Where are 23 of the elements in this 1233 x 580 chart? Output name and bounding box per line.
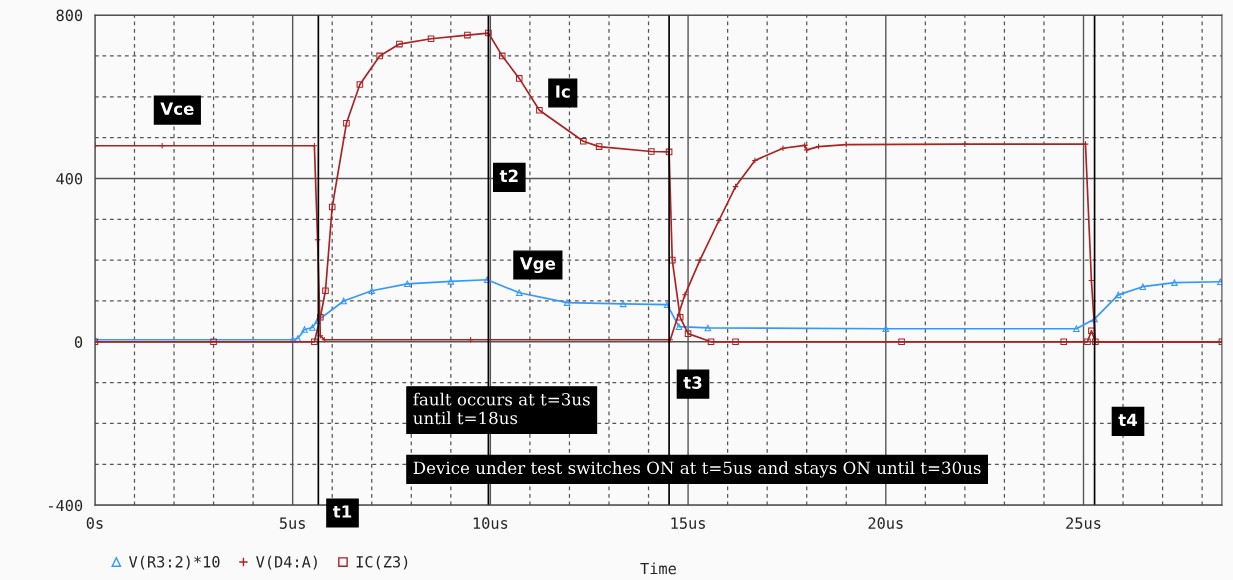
legend-label: V(D4:A) xyxy=(256,555,317,570)
legend-label: V(R3:2)*10 xyxy=(128,555,220,570)
y-tick-label: 400 xyxy=(56,172,83,185)
y-tick-label: 0 xyxy=(74,336,83,348)
annotation: fault occurs at t=3us until t=18us xyxy=(413,392,590,425)
legend-label: IC(Z3) xyxy=(356,555,408,570)
annotation: Ic xyxy=(556,85,570,98)
x-tick-label: 5us xyxy=(279,517,305,529)
x-tick-label: 15us xyxy=(671,517,705,529)
x-axis-title: Time xyxy=(640,562,676,575)
annotation: t3 xyxy=(683,376,702,389)
annotation: Vce xyxy=(160,102,194,115)
x-tick-label: 0s xyxy=(86,517,103,529)
annotation: Device under test switches ON at t=5us and stays ON until t=30us xyxy=(413,461,981,478)
y-tick-label: 800 xyxy=(56,9,83,22)
y-tick-label: -400 xyxy=(49,499,83,512)
annotation: t4 xyxy=(1118,413,1138,426)
x-tick-label: 10us xyxy=(473,517,508,529)
x-tick-label: 25us xyxy=(1066,517,1101,529)
text: t1 xyxy=(332,505,352,518)
annotation: Vge xyxy=(519,257,556,274)
x-tick-label: 20us xyxy=(868,517,903,529)
annotation: t2 xyxy=(499,169,518,182)
